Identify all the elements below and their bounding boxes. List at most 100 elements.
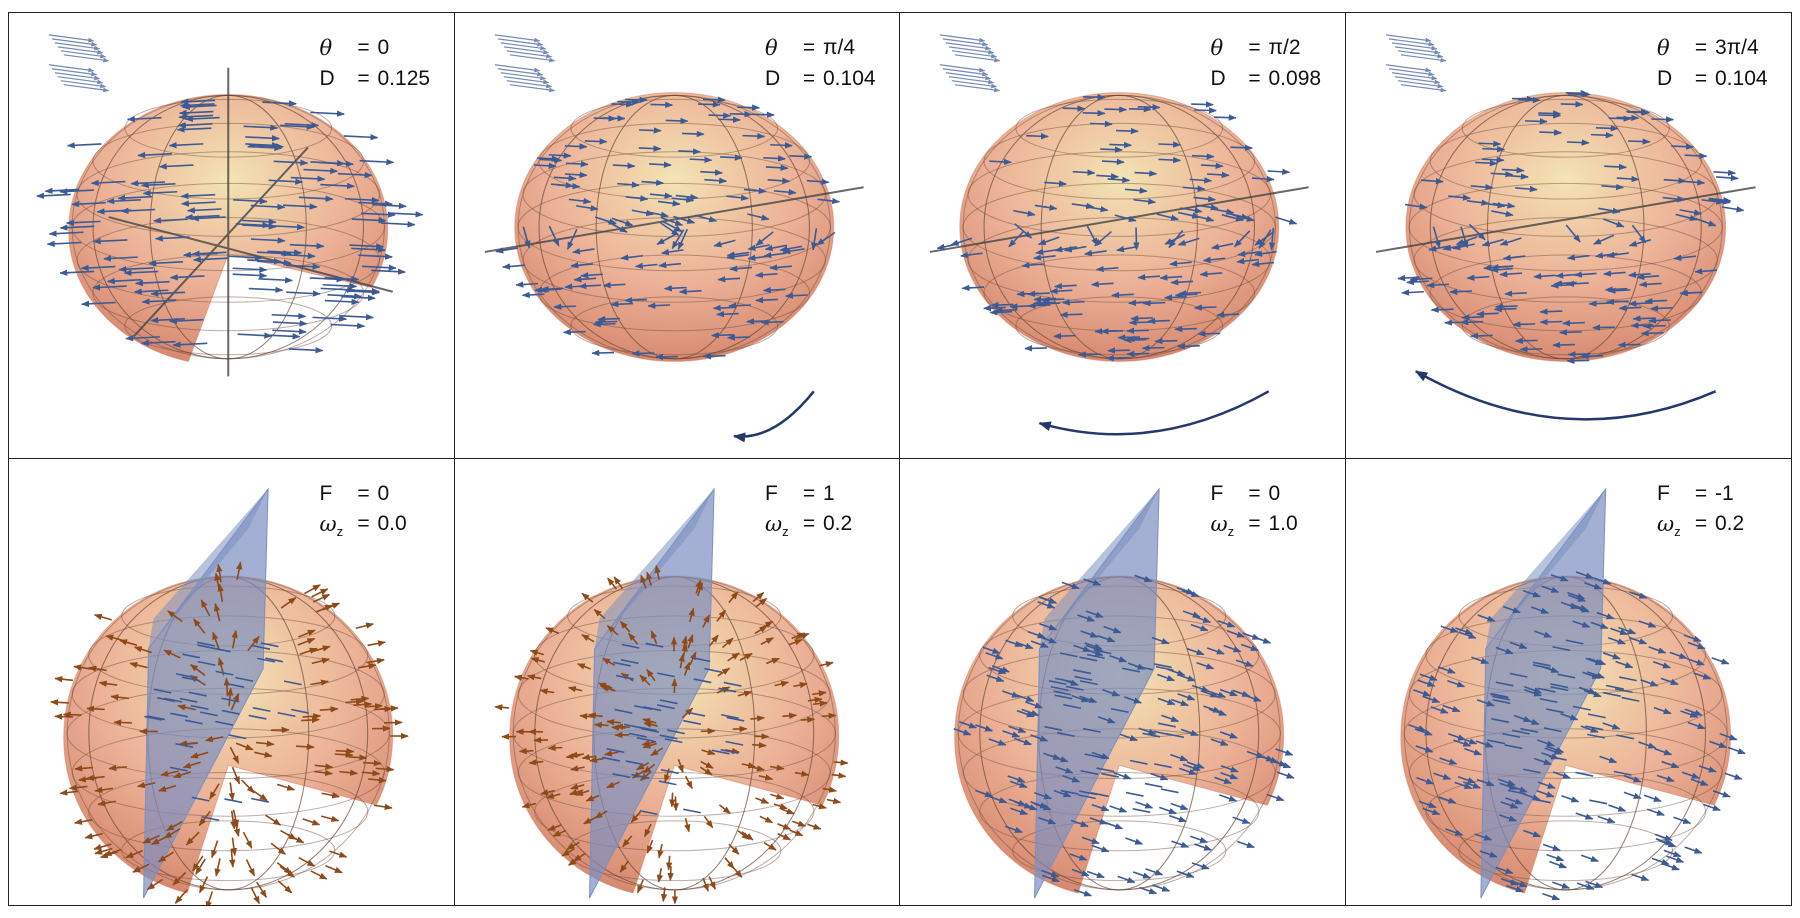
panel-bottom-3: F = 0 ωz = 1.0 (900, 459, 1346, 905)
equals-sign: = (357, 482, 370, 505)
d-symbol: D (1210, 67, 1226, 90)
flow-arrows (493, 564, 849, 905)
panel-label: θ = 0 D = 0.125 (320, 33, 432, 94)
d-value: 0.098 (1268, 67, 1322, 90)
omega-symbol: ω (1210, 512, 1228, 536)
cut-sphere-with-plane (493, 487, 849, 905)
flow-arrows (953, 574, 1295, 897)
sphere-grid (516, 94, 831, 360)
panel-label: θ = π/2 D = 0.098 (1211, 33, 1323, 94)
panel-label: F = -1 ωz = 0.2 (1657, 479, 1769, 547)
f-symbol: F (1657, 482, 1670, 505)
omega-subscript: z (1674, 524, 1681, 540)
equals-sign: = (802, 67, 816, 90)
f-value: 1 (823, 482, 835, 505)
flow-arrows (1044, 649, 1185, 814)
theta-value: π/2 (1268, 36, 1301, 59)
equals-sign: = (802, 36, 816, 59)
flow-arrows (36, 98, 424, 354)
cutaway-sphere-flow (36, 34, 424, 377)
cutting-plane-upper (148, 488, 269, 649)
panel-bottom-4: F = -1 ωz = 0.2 (1346, 459, 1792, 905)
theta-symbol: θ (319, 36, 333, 60)
panel-top-1: θ = 0 D = 0.125 (9, 13, 455, 459)
omega-subscript: z (1227, 524, 1235, 540)
omega-value: 0.0 (377, 512, 407, 535)
flow-arrows (601, 642, 744, 816)
f-value: 0 (1268, 482, 1281, 505)
flow-arrows (1407, 571, 1746, 901)
sphere-body (1404, 92, 1726, 362)
theta-value: 0 (377, 36, 390, 59)
rotation-arrow (732, 390, 815, 443)
cutting-plane (1479, 487, 1606, 899)
equals-sign: = (1694, 67, 1708, 90)
cutting-plane-upper (594, 488, 714, 649)
d-value: 0.104 (1715, 67, 1768, 90)
equals-sign: = (802, 482, 816, 505)
omega-symbol: ω (765, 512, 783, 536)
d-symbol: D (1657, 67, 1673, 90)
omega-value: 1.0 (1268, 512, 1298, 535)
equals-sign: = (1248, 36, 1261, 59)
cut-sphere-with-plane (50, 487, 409, 905)
equals-sign: = (1694, 36, 1708, 59)
rotating-sphere-flow (1375, 34, 1756, 421)
panel-bottom-1: F = 0 ωz = 0.0 (9, 459, 455, 905)
theta-symbol: θ (765, 36, 778, 60)
cutting-plane-upper (1039, 488, 1160, 649)
equals-sign: = (357, 67, 370, 90)
sphere-body (959, 92, 1280, 362)
panel-bottom-2: F = 1 ωz = 0.2 (455, 459, 900, 905)
equals-sign: = (357, 36, 370, 59)
panel-top-4: θ = 3π/4 D = 0.104 (1345, 13, 1791, 459)
rotation-arrow (1414, 370, 1716, 421)
f-value: 0 (377, 482, 390, 505)
flow-arrows (494, 96, 840, 361)
equals-sign: = (1248, 67, 1261, 90)
omega-symbol: ω (319, 512, 337, 536)
f-symbol: F (765, 482, 778, 505)
panel-label: F = 0 ωz = 0.0 (320, 479, 432, 547)
inflow-arrows (1385, 34, 1446, 93)
d-value: 0.104 (823, 67, 876, 90)
panel-top-2: θ = π/4 D = 0.104 (454, 13, 900, 459)
cutting-plane (1034, 487, 1160, 899)
equals-sign: = (1694, 512, 1708, 535)
omega-subscript: z (336, 524, 344, 540)
coordinate-axes (484, 186, 864, 253)
d-symbol: D (319, 67, 335, 90)
equals-sign: = (802, 512, 816, 535)
cut-sphere-with-plane (1399, 487, 1746, 901)
omega-value: 0.2 (1715, 512, 1745, 535)
flow-arrows (1396, 90, 1744, 364)
theta-symbol: θ (1657, 36, 1670, 60)
theta-value: π/4 (823, 36, 856, 59)
panel-top-3: θ = π/2 D = 0.098 (900, 13, 1346, 459)
panel-label: F = 0 ωz = 1.0 (1211, 479, 1323, 547)
flow-arrows (144, 641, 309, 822)
rotating-sphere-flow (929, 34, 1309, 436)
figure-grid: θ = 0 D = 0.125 θ = π/4 D = 0.104 θ = π/2 D = 0.098 … (8, 12, 1792, 906)
flow-arrows (1486, 639, 1639, 805)
flow-arrows (936, 94, 1298, 362)
f-value: -1 (1715, 482, 1734, 505)
cutting-plane (588, 487, 715, 899)
inflow-arrows (494, 34, 555, 93)
equals-sign: = (357, 512, 370, 535)
equals-sign: = (1248, 512, 1261, 535)
omega-symbol: ω (1657, 512, 1675, 536)
rotation-arrow (1038, 390, 1270, 436)
inflow-arrows (939, 34, 1001, 93)
omega-value: 0.2 (823, 512, 853, 535)
equals-sign: = (1694, 482, 1708, 505)
omega-subscript: z (782, 524, 789, 540)
d-value: 0.125 (377, 67, 431, 90)
theta-value: 3π/4 (1715, 36, 1759, 59)
f-symbol: F (1210, 482, 1224, 505)
equals-sign: = (1248, 482, 1261, 505)
rotating-sphere-flow (484, 34, 864, 443)
cutting-plane (143, 487, 269, 899)
flow-arrows (50, 561, 409, 905)
coordinate-axes (929, 186, 1309, 253)
